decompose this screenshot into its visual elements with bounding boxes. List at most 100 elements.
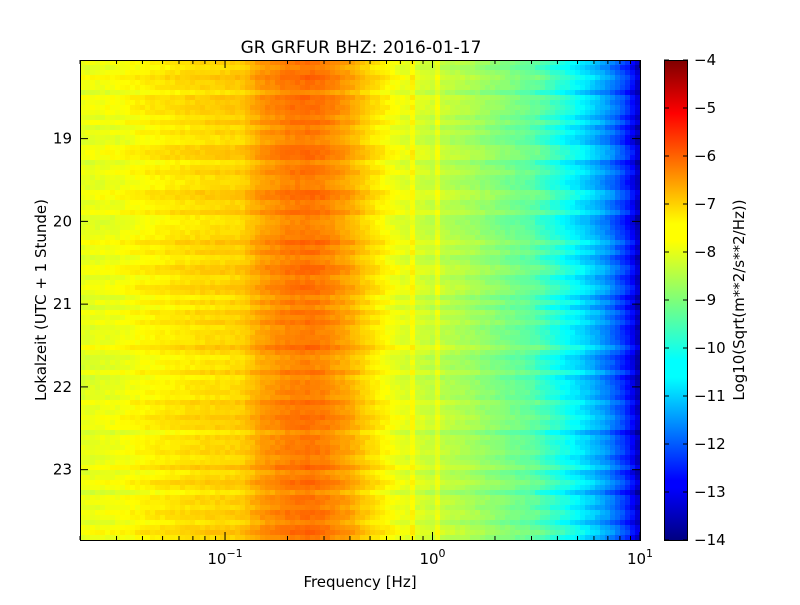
heatmap-cell bbox=[280, 80, 286, 86]
heatmap-cell bbox=[240, 160, 246, 166]
heatmap-cell bbox=[230, 275, 236, 281]
heatmap-cell bbox=[185, 60, 191, 66]
heatmap-cell bbox=[175, 180, 181, 186]
heatmap-cell bbox=[225, 350, 231, 356]
heatmap-cell bbox=[305, 195, 311, 201]
heatmap-cell bbox=[315, 120, 321, 126]
heatmap-cell bbox=[230, 255, 236, 261]
heatmap-cell bbox=[190, 490, 196, 496]
heatmap-cell bbox=[305, 415, 311, 421]
heatmap-cell bbox=[225, 105, 231, 111]
heatmap-cell bbox=[240, 110, 246, 116]
heatmap-cell bbox=[225, 315, 231, 321]
heatmap-cell bbox=[215, 120, 221, 126]
heatmap-cell bbox=[150, 175, 156, 181]
heatmap-cell bbox=[110, 490, 116, 496]
heatmap-cell bbox=[325, 345, 331, 351]
heatmap-cell bbox=[275, 425, 281, 431]
heatmap-cell bbox=[285, 175, 291, 181]
heatmap-cell bbox=[280, 275, 286, 281]
heatmap-cell bbox=[80, 530, 86, 536]
heatmap-cell bbox=[270, 320, 276, 326]
heatmap-cell bbox=[130, 275, 136, 281]
heatmap-cell bbox=[120, 135, 126, 141]
heatmap-cell bbox=[300, 205, 306, 211]
heatmap-cell bbox=[250, 350, 256, 356]
heatmap-cell bbox=[285, 115, 291, 121]
heatmap-cell bbox=[315, 240, 321, 246]
heatmap-cell bbox=[255, 125, 261, 131]
heatmap-cell bbox=[275, 90, 281, 96]
heatmap-cell bbox=[310, 315, 316, 321]
heatmap-cell bbox=[80, 435, 86, 441]
heatmap-cell bbox=[155, 195, 161, 201]
heatmap-cell bbox=[220, 410, 226, 416]
heatmap-cell bbox=[305, 310, 311, 316]
heatmap-cell bbox=[195, 275, 201, 281]
heatmap-cell bbox=[220, 195, 226, 201]
heatmap-cell bbox=[170, 260, 176, 266]
heatmap-cell bbox=[175, 165, 181, 171]
heatmap-cell bbox=[80, 420, 86, 426]
heatmap-cell bbox=[115, 480, 121, 486]
heatmap-cell bbox=[155, 110, 161, 116]
heatmap-cell bbox=[160, 505, 166, 511]
heatmap-cell bbox=[85, 465, 91, 471]
heatmap-cell bbox=[190, 205, 196, 211]
heatmap-cell bbox=[130, 490, 136, 496]
heatmap-cell bbox=[190, 180, 196, 186]
heatmap-cell bbox=[295, 450, 301, 456]
heatmap-cell bbox=[250, 110, 256, 116]
heatmap-cell bbox=[185, 415, 191, 421]
heatmap-cell bbox=[320, 145, 326, 151]
heatmap-cell bbox=[270, 375, 276, 381]
heatmap-cell bbox=[230, 530, 236, 536]
heatmap-cell bbox=[205, 75, 211, 81]
heatmap-cell bbox=[125, 355, 131, 361]
heatmap-cell bbox=[330, 275, 336, 281]
heatmap-cell bbox=[140, 330, 146, 336]
heatmap-cell bbox=[235, 240, 241, 246]
heatmap-cell bbox=[155, 120, 161, 126]
heatmap-cell bbox=[150, 300, 156, 306]
heatmap-cell bbox=[125, 345, 131, 351]
heatmap-cell bbox=[210, 125, 216, 131]
heatmap-cell bbox=[115, 305, 121, 311]
heatmap-cell bbox=[180, 185, 186, 191]
heatmap-cell bbox=[250, 195, 256, 201]
heatmap-cell bbox=[215, 270, 221, 276]
heatmap-cell bbox=[320, 80, 326, 86]
heatmap-cell bbox=[315, 485, 321, 491]
heatmap-cell bbox=[210, 355, 216, 361]
heatmap-cell bbox=[135, 285, 141, 291]
heatmap-cell bbox=[150, 455, 156, 461]
heatmap-cell bbox=[205, 185, 211, 191]
heatmap-cell bbox=[110, 155, 116, 161]
heatmap-cell bbox=[95, 85, 101, 91]
heatmap-cell bbox=[305, 475, 311, 481]
heatmap-cell bbox=[170, 475, 176, 481]
heatmap-cell bbox=[110, 130, 116, 136]
heatmap-cell bbox=[330, 205, 336, 211]
heatmap-cell bbox=[325, 325, 331, 331]
heatmap-cell bbox=[105, 415, 111, 421]
heatmap-cell bbox=[315, 180, 321, 186]
heatmap-cell bbox=[165, 415, 171, 421]
heatmap-cell bbox=[85, 180, 91, 186]
heatmap-cell bbox=[85, 160, 91, 166]
heatmap-cell bbox=[110, 305, 116, 311]
heatmap-cell bbox=[195, 85, 201, 91]
heatmap-cell bbox=[180, 425, 186, 431]
heatmap-cell bbox=[90, 120, 96, 126]
heatmap-cell bbox=[215, 415, 221, 421]
heatmap-cell bbox=[165, 90, 171, 96]
heatmap-cell bbox=[105, 345, 111, 351]
heatmap-cell bbox=[225, 240, 231, 246]
heatmap-cell bbox=[295, 165, 301, 171]
heatmap-cell bbox=[270, 160, 276, 166]
heatmap-cell bbox=[285, 525, 291, 531]
heatmap-cell bbox=[330, 430, 336, 436]
heatmap-cell bbox=[215, 70, 221, 76]
heatmap-cell bbox=[165, 340, 171, 346]
heatmap-cell bbox=[280, 130, 286, 136]
